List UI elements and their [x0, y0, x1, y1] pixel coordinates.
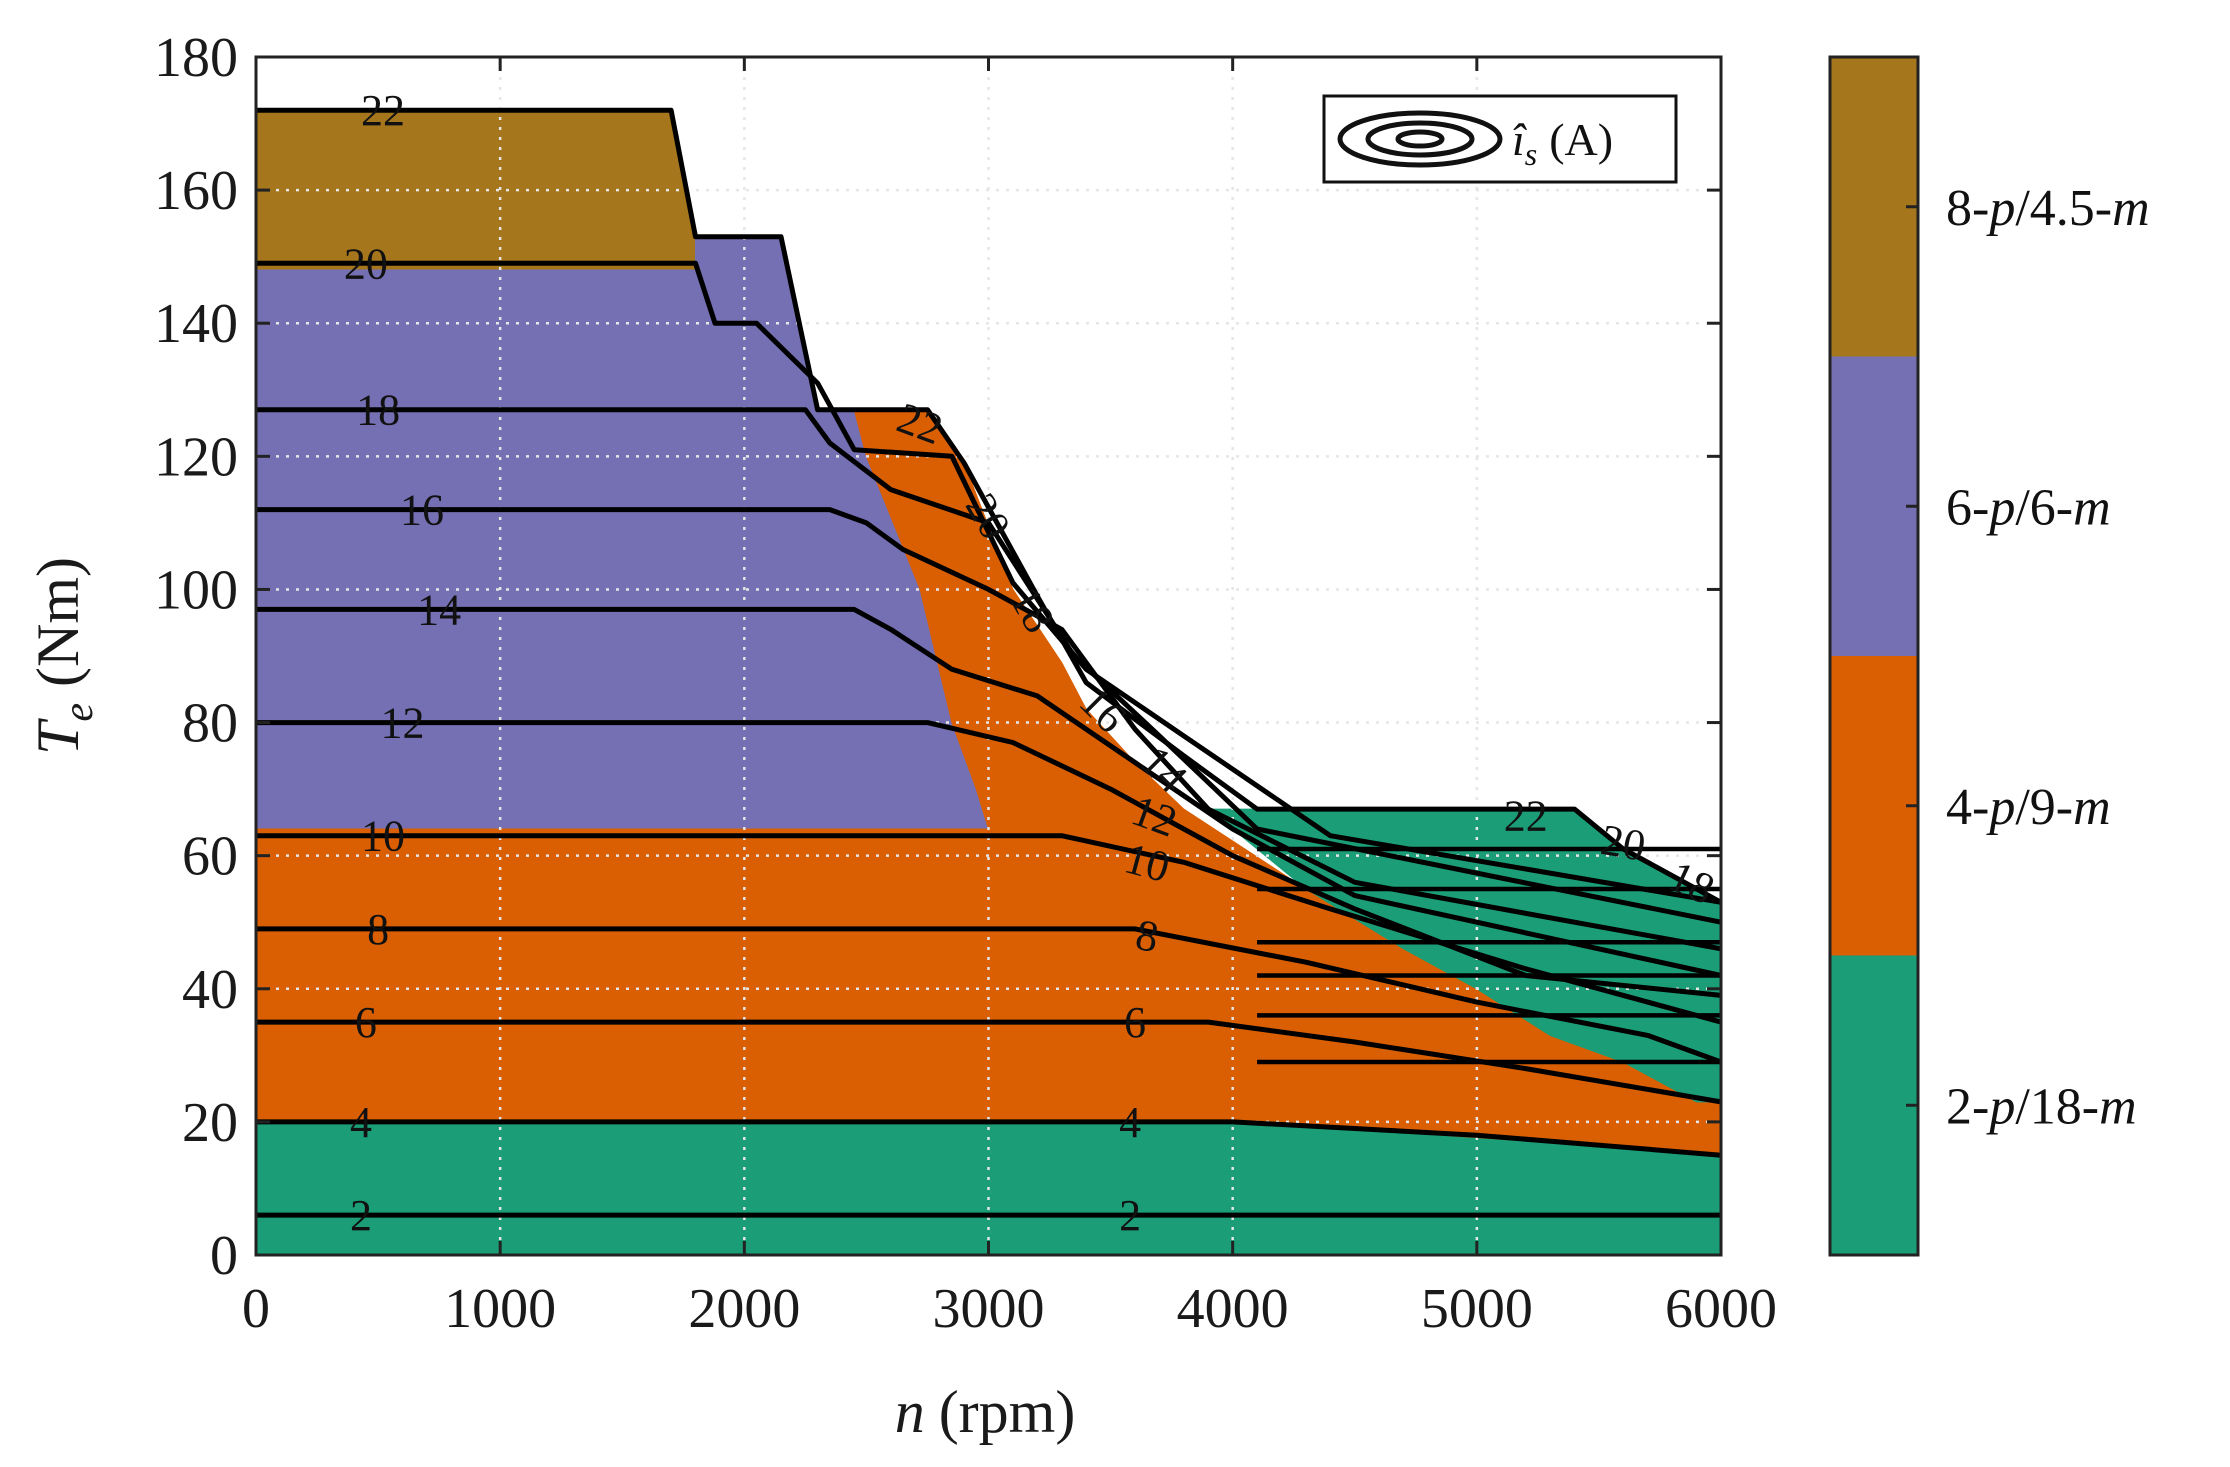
contour-label: 10: [361, 812, 405, 861]
contour-line-16: [256, 507, 1722, 952]
contour-label-group-23: 20: [1597, 815, 1649, 871]
y-tick-label: 40: [182, 959, 238, 1021]
y-tick-label: 140: [154, 293, 238, 355]
region-c8-0: [255, 109, 696, 271]
contour-label-group-2: 18: [356, 386, 400, 435]
legend: îs (A): [1322, 94, 1678, 184]
contour-rings-icon: [1337, 110, 1503, 168]
y-tick-label: 100: [154, 559, 238, 621]
colorbar-label: 4-p/9-m: [1946, 779, 2111, 836]
legend-sub: s: [1525, 136, 1537, 172]
contour-label-group-21: 2: [1119, 1191, 1141, 1240]
regions-layer: [255, 109, 1722, 1256]
colorbar-label: 2-p/18-m: [1946, 1078, 2137, 1135]
contour-label-group-9: 4: [350, 1098, 372, 1147]
contour-label: 14: [417, 585, 461, 634]
contour-label: 20: [344, 239, 388, 288]
colorbar-segment-c6: [1830, 356, 1918, 656]
contour-label: 8: [367, 905, 389, 954]
contour-label: 22: [1504, 792, 1548, 841]
contour-line-22: [256, 107, 1723, 905]
contour-line-14: [256, 606, 1722, 978]
contour-label-group-1: 20: [344, 239, 388, 288]
colorbar-frame: [1828, 55, 1920, 1257]
contour-label: 2: [350, 1191, 372, 1240]
contour-line-4: [256, 1119, 1722, 1158]
contour-label-group-10: 2: [350, 1191, 372, 1240]
contour-label: 6: [355, 998, 377, 1047]
contours-layer: [256, 107, 1723, 1218]
contour-label: 4: [1119, 1098, 1141, 1147]
x-tick-label: 3000: [933, 1278, 1045, 1340]
y-axis-sub: e: [56, 703, 102, 722]
colorbar-segment-c4: [1830, 656, 1918, 956]
contour-label-group-7: 8: [367, 905, 389, 954]
colorbar-segment-c8: [1830, 57, 1918, 357]
x-axis-var: n: [895, 1379, 925, 1445]
contour-label-group-4: 14: [417, 585, 461, 634]
contour-label: 20: [1597, 815, 1649, 871]
y-tick-label: 160: [154, 160, 238, 222]
y-axis-var: T: [25, 718, 91, 755]
colorbar-label: 6-p/6-m: [1946, 479, 2111, 536]
contour-line-20: [256, 260, 1722, 905]
contour-label: 18: [356, 386, 400, 435]
contour-label: 22: [361, 86, 405, 135]
y-axis-unit: (Nm): [25, 557, 91, 687]
legend-var: î: [1512, 114, 1527, 165]
x-tick-label: 6000: [1665, 1278, 1777, 1340]
y-tick-label: 60: [182, 826, 238, 888]
y-tick-label: 20: [182, 1092, 238, 1154]
contour-line-8: [256, 926, 1722, 1065]
contour-label-group-8: 6: [355, 998, 377, 1047]
colorbar: 8-p/4.5-m 6-p/6-m 4-p/9-m 2-p/18-m: [1828, 55, 2150, 1257]
contour-label: 16: [400, 486, 444, 535]
x-tick-label: 4000: [1177, 1278, 1289, 1340]
contour-label: 12: [381, 699, 425, 748]
contour-label-group-6: 10: [361, 812, 405, 861]
colorbar-label: 8-p/4.5-m: [1946, 180, 2150, 237]
legend-label: îs (A): [1512, 114, 1613, 172]
y-tick-label: 180: [154, 27, 238, 89]
y-axis-label: Te (Nm): [25, 557, 102, 755]
colorbar-segment-c2: [1830, 955, 1918, 1255]
contour-line-12: [256, 720, 1722, 998]
y-tick-label: 120: [154, 426, 238, 488]
y-tick-label: 0: [210, 1225, 238, 1287]
axis-ticks-layer: 0 1000 2000 3000 4000 5000 6000 0 20 40 60 80 100 120…: [154, 27, 1777, 1340]
contour-line-6: [256, 1019, 1722, 1105]
contour-label: 2: [1119, 1191, 1141, 1240]
contour-label-group-0: 22: [361, 86, 405, 135]
contour-line-18: [256, 407, 1722, 925]
x-axis-unit: (rpm): [939, 1379, 1076, 1445]
x-tick-label: 1000: [444, 1278, 556, 1340]
contour-label-group-22: 22: [1504, 792, 1548, 841]
x-tick-label: 5000: [1421, 1278, 1533, 1340]
contour-label-group-5: 12: [381, 699, 425, 748]
x-axis-label: n (rpm): [895, 1379, 1076, 1445]
x-tick-label: 0: [242, 1278, 270, 1340]
y-tick-label: 80: [182, 693, 238, 755]
contour-label: 6: [1124, 998, 1146, 1047]
legend-unit: (A): [1549, 114, 1613, 165]
contour-label: 4: [350, 1098, 372, 1147]
contour-label-group-19: 6: [1124, 998, 1146, 1047]
x-tick-label: 2000: [688, 1278, 800, 1340]
contour-label-group-3: 16: [400, 486, 444, 535]
contour-label-group-20: 4: [1119, 1098, 1141, 1147]
